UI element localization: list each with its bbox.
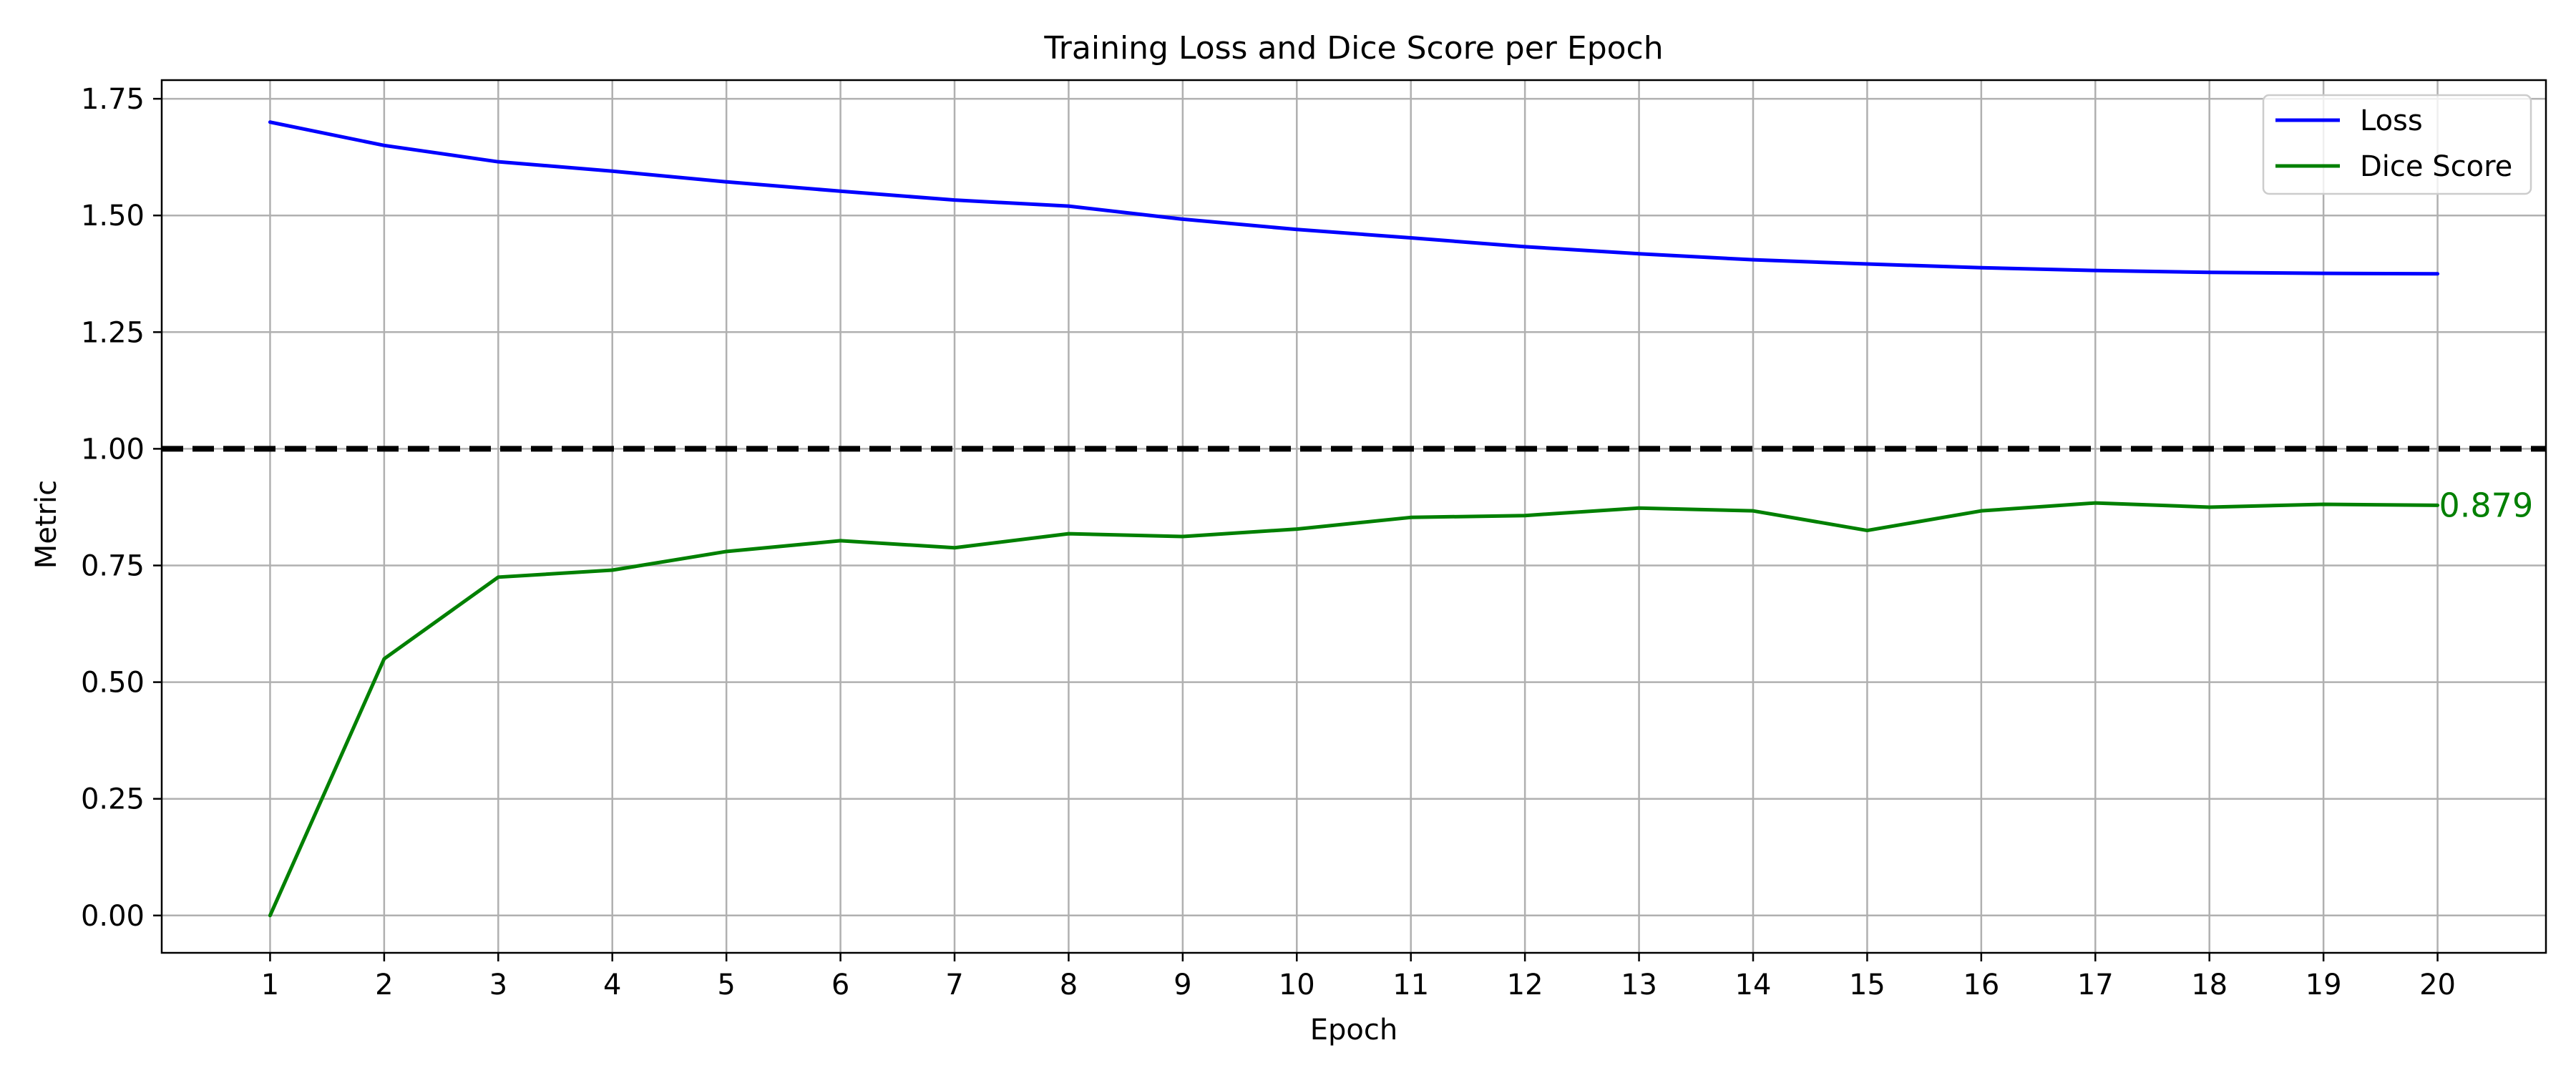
final-value-label: 0.879 — [2439, 486, 2534, 524]
y-tick-label: 0.25 — [81, 783, 145, 816]
x-axis-label: Epoch — [1310, 1014, 1397, 1047]
x-tick-label: 5 — [717, 969, 735, 1001]
x-tick-label: 3 — [489, 969, 507, 1001]
axis-ticks: 1 2 3 4 5 6 7 8 9 10 11 12 13 14 15 16 17 18 19 200.000.250… — [81, 83, 2456, 1001]
x-tick-label: 12 — [1507, 969, 1543, 1001]
y-axis-label: Metric — [30, 480, 63, 569]
legend: Loss Dice Score — [2262, 94, 2532, 195]
x-tick-label: 2 — [375, 969, 393, 1001]
grid — [162, 80, 2546, 953]
y-tick-label: 1.75 — [81, 83, 145, 116]
legend-label-dice-score: Dice Score — [2360, 150, 2512, 183]
x-tick-label: 9 — [1174, 969, 1191, 1001]
x-tick-label: 11 — [1392, 969, 1429, 1001]
y-tick-label: 1.00 — [81, 433, 145, 466]
x-tick-label: 1 — [261, 969, 279, 1001]
x-tick-label: 16 — [1963, 969, 1999, 1001]
series-group — [268, 120, 2440, 918]
x-tick-label: 7 — [945, 969, 963, 1001]
y-tick-label: 1.50 — [81, 200, 145, 232]
x-tick-label: 6 — [831, 969, 849, 1001]
x-tick-label: 15 — [1849, 969, 1885, 1001]
x-tick-label: 20 — [2419, 969, 2456, 1001]
annotations: 0.879 — [2439, 486, 2534, 524]
x-tick-label: 19 — [2306, 969, 2342, 1001]
series-line-dice-score — [268, 501, 2440, 918]
legend-label-loss: Loss — [2360, 104, 2423, 137]
y-tick-label: 0.50 — [81, 667, 145, 700]
x-tick-label: 18 — [2191, 969, 2228, 1001]
x-tick-label: 14 — [1735, 969, 1772, 1001]
y-tick-label: 0.00 — [81, 900, 145, 933]
x-tick-label: 17 — [2077, 969, 2114, 1001]
series-line-loss — [268, 120, 2440, 276]
x-tick-label: 10 — [1279, 969, 1315, 1001]
y-tick-label: 0.75 — [81, 550, 145, 583]
plot-frame — [160, 79, 2547, 954]
chart-title: Training Loss and Dice Score per Epoch — [1043, 30, 1663, 67]
x-tick-label: 13 — [1621, 969, 1657, 1001]
x-tick-label: 4 — [603, 969, 621, 1001]
x-tick-label: 8 — [1060, 969, 1078, 1001]
y-tick-label: 1.25 — [81, 316, 145, 349]
